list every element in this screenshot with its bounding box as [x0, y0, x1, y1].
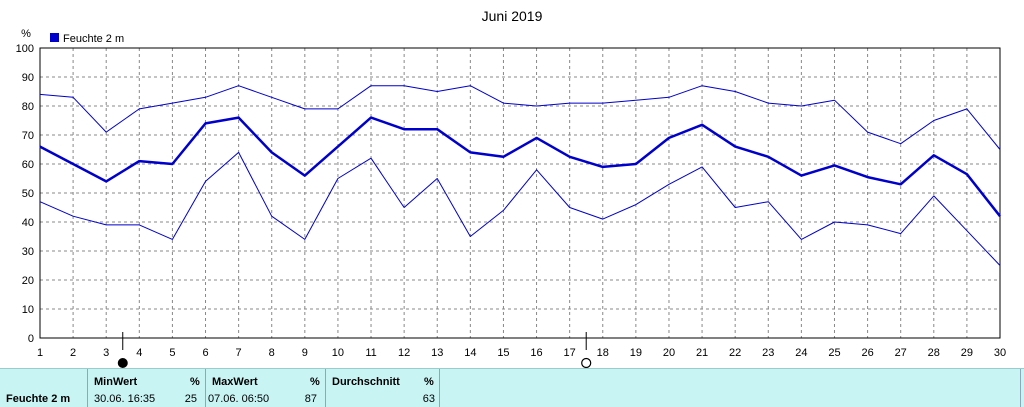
y-tick-label: 40 [22, 217, 34, 229]
min-cell: MinWert % 30.06. 16:35 25 [88, 369, 206, 407]
x-tick-label: 7 [236, 347, 242, 359]
y-axis-unit: % [21, 28, 31, 40]
grid [40, 48, 1000, 338]
x-tick-label: 30 [994, 347, 1006, 359]
max-header: MaxWert [212, 376, 258, 388]
x-tick-label: 2 [70, 347, 76, 359]
x-tick-label: 26 [861, 347, 873, 359]
y-tick-label: 90 [22, 72, 34, 84]
x-tick-label: 29 [961, 347, 973, 359]
x-tick-label: 8 [269, 347, 275, 359]
series-line-min [39, 151, 1001, 266]
series-line-max [39, 85, 1001, 150]
y-tick-label: 10 [22, 304, 34, 316]
y-tick-label: 0 [28, 333, 34, 345]
x-tick-label: 10 [332, 347, 344, 359]
x-tick-label: 11 [365, 347, 376, 359]
x-tick-label: 18 [597, 347, 609, 359]
y-tick-label: 20 [22, 275, 34, 287]
legend-label: Feuchte 2 m [63, 33, 124, 45]
footer-sensor-label: Feuchte 2 m [6, 393, 71, 405]
series-line-mittel [39, 116, 1001, 217]
y-tick-label: 70 [22, 130, 34, 142]
chart-title: Juni 2019 [482, 8, 543, 24]
max-datetime: 07.06. 06:50 [208, 393, 270, 405]
x-tick-label: 6 [202, 347, 208, 359]
min-value: 25 [184, 393, 197, 405]
y-tick-label: 50 [22, 188, 34, 200]
x-tick-label: 23 [762, 347, 774, 359]
y-tick-label: 30 [22, 246, 34, 258]
avg-unit: % [424, 376, 434, 388]
x-tick-label: 14 [464, 347, 476, 359]
x-tick-label: 22 [729, 347, 741, 359]
x-tick-label: 19 [630, 347, 642, 359]
x-tick-label: 15 [497, 347, 509, 359]
x-tick-label: 12 [398, 347, 410, 359]
x-tick-label: 13 [431, 347, 443, 359]
min-header: MinWert [94, 376, 138, 388]
x-tick-label: 28 [928, 347, 940, 359]
min-unit: % [190, 376, 200, 388]
avg-cell: Durchschnitt % 63 [326, 369, 440, 407]
legend-swatch [50, 33, 59, 42]
avg-value: 63 [422, 393, 435, 405]
full-moon-icon [581, 357, 592, 368]
max-cell: MaxWert % 07.06. 06:50 87 [206, 369, 326, 407]
avg-header: Durchschnitt [332, 376, 400, 388]
min-datetime: 30.06. 16:35 [94, 393, 156, 405]
x-tick-label: 20 [663, 347, 675, 359]
humidity-chart: Juni 2019 % Feuchte 2 m 0 10 20 30 40 50 60 70 8… [16, 8, 1006, 368]
x-tick-label: 5 [169, 347, 175, 359]
x-tick-label: 3 [103, 347, 109, 359]
max-value: 87 [304, 393, 317, 405]
x-tick-label: 4 [136, 347, 142, 359]
x-tick-label: 1 [37, 347, 43, 359]
x-tick-label: 27 [895, 347, 907, 359]
y-tick-label: 80 [22, 101, 34, 113]
y-tick-label: 60 [22, 159, 34, 171]
x-tick-label: 21 [696, 347, 708, 359]
x-tick-label: 17 [564, 347, 576, 359]
x-tick-label: 16 [530, 347, 542, 359]
x-tick-label: 25 [828, 347, 840, 359]
plot-frame [39, 47, 1001, 339]
y-tick-label: 100 [16, 43, 34, 55]
footer-label-cell: Feuchte 2 m [0, 369, 88, 407]
footer-end [1020, 369, 1024, 407]
max-unit: % [310, 376, 320, 388]
x-tick-label: 24 [795, 347, 807, 359]
x-tick-label: 9 [302, 347, 308, 359]
statistics-footer: Feuchte 2 m MinWert % 30.06. 16:35 25 Ma… [0, 368, 1024, 407]
new-moon-icon [117, 358, 128, 368]
